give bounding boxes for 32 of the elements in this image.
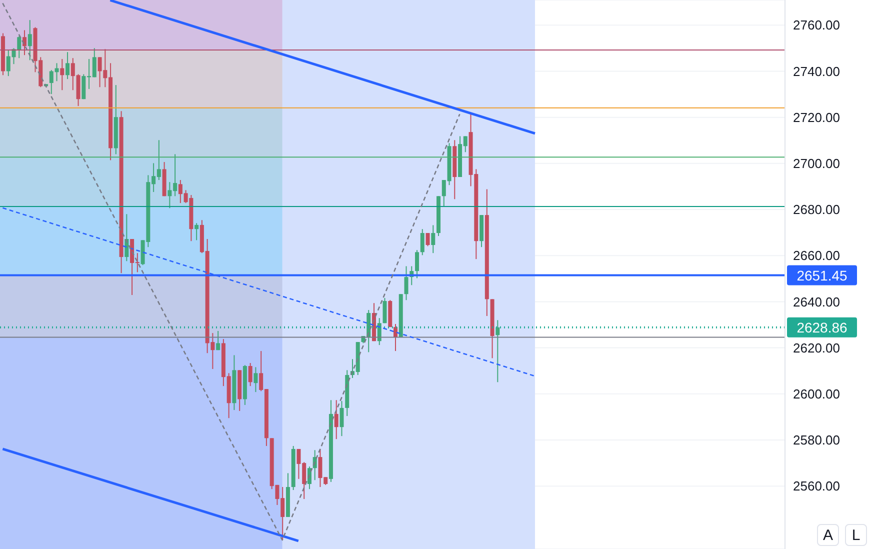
y-tick-label: 2580.00 (793, 432, 840, 448)
candlestick (28, 20, 32, 61)
candlestick (415, 250, 420, 279)
ref-line-label: 2628.86 (796, 319, 848, 336)
candlestick (334, 400, 338, 440)
y-tick-label: 2640.00 (793, 294, 840, 310)
ref-line-label: 2651.45 (796, 267, 848, 284)
candlestick (382, 298, 387, 324)
y-tick-label: 2760.00 (793, 18, 840, 33)
candlestick (194, 222, 199, 241)
scale-button: A (817, 524, 839, 546)
candlestick (216, 330, 220, 351)
candlestick (60, 58, 64, 91)
candlestick (340, 400, 344, 437)
y-tick-label: 2680.00 (793, 202, 840, 218)
y-tick-label: 2700.00 (793, 156, 840, 172)
y-tick-label: 2740.00 (793, 64, 840, 79)
candlestick (254, 366, 258, 393)
y-tick-label: 2560.00 (793, 478, 840, 494)
candlestick (420, 228, 424, 256)
candlestick (431, 224, 436, 254)
candlestick (404, 266, 408, 301)
y-tick-label: 2600.00 (793, 386, 840, 402)
candlestick (496, 320, 500, 383)
candlestick (248, 362, 252, 387)
scale-button: L (845, 524, 867, 546)
y-tick-label: 2720.00 (793, 110, 840, 125)
y-tick-label: 2620.00 (793, 340, 840, 356)
y-tick-label: 2660.00 (793, 248, 840, 264)
candlestick (66, 52, 70, 80)
candlestick (22, 30, 27, 56)
candlestick (426, 232, 430, 247)
